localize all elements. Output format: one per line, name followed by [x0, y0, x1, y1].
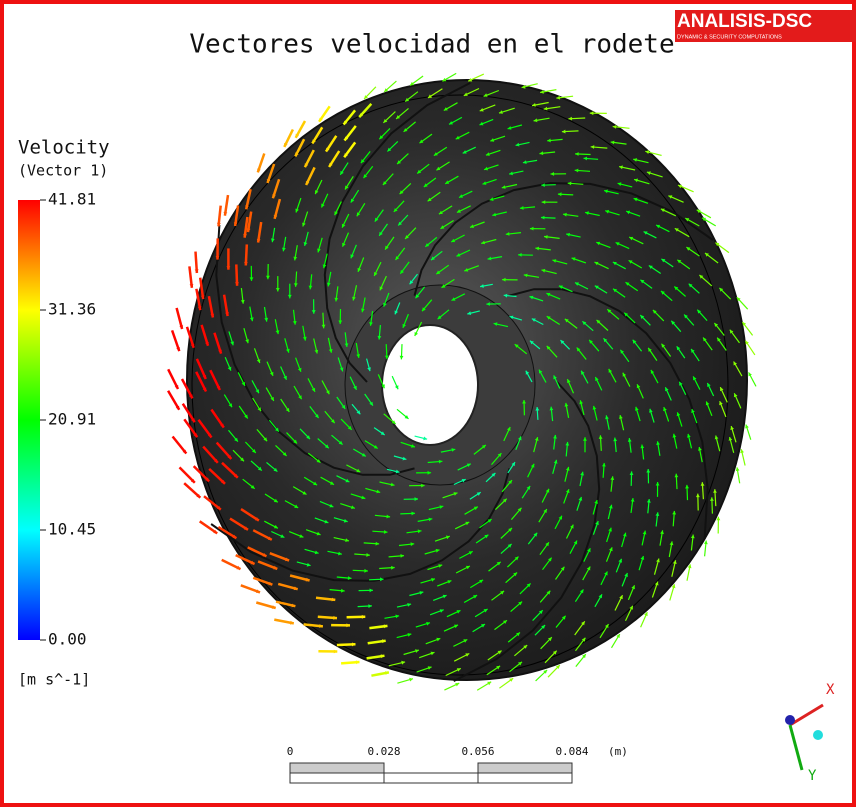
origin-dot	[813, 730, 823, 740]
title: Vectores velocidad en el rodete	[189, 30, 674, 60]
legend-title: Velocity	[18, 137, 110, 159]
y-axis-label: Y	[808, 768, 817, 784]
y-axis-arrow	[790, 725, 802, 770]
legend-tick-label: 0.00	[48, 630, 87, 649]
logo-name: ANALISIS-DSC	[677, 11, 812, 32]
logo-tagline: DYNAMIC & SECURITY COMPUTATIONS	[677, 34, 782, 40]
legend-ticks: 41.81 31.36 20.91 10.45 0.00	[40, 190, 96, 649]
color-bar	[18, 200, 40, 640]
scale-segment	[478, 763, 572, 773]
vector-head	[704, 541, 708, 545]
legend-unit: [m s^-1]	[18, 671, 90, 689]
legend-tick-label: 41.81	[48, 190, 96, 209]
scale-unit: (m)	[608, 745, 628, 758]
scale-label: 0.084	[555, 745, 588, 758]
scale-label: 0.056	[461, 745, 494, 758]
scale-label: 0.028	[367, 745, 400, 758]
x-axis-arrow	[790, 705, 823, 725]
render-view: Vectores velocidad en el rodete ANALISIS…	[0, 0, 856, 807]
scale-segment	[290, 773, 384, 783]
legend-tick-label: 10.45	[48, 520, 96, 539]
scale-segment	[384, 773, 478, 783]
vector-head	[740, 449, 744, 453]
screen: Vectores velocidad en el rodete ANALISIS…	[0, 0, 856, 807]
axis-triad	[785, 705, 823, 770]
scale-bar	[290, 763, 572, 783]
scale-labels: 0 0.028 0.056 0.084	[287, 745, 589, 758]
legend-subtitle: (Vector 1)	[18, 162, 108, 180]
vector-head	[334, 650, 338, 654]
z-axis-dot	[785, 715, 795, 725]
scale-segment	[478, 773, 572, 783]
scale-label: 0	[287, 745, 294, 758]
legend-tick-label: 31.36	[48, 300, 96, 319]
scale-segment	[290, 763, 384, 773]
legend-tick-label: 20.91	[48, 410, 96, 429]
x-axis-label: X	[826, 682, 835, 698]
